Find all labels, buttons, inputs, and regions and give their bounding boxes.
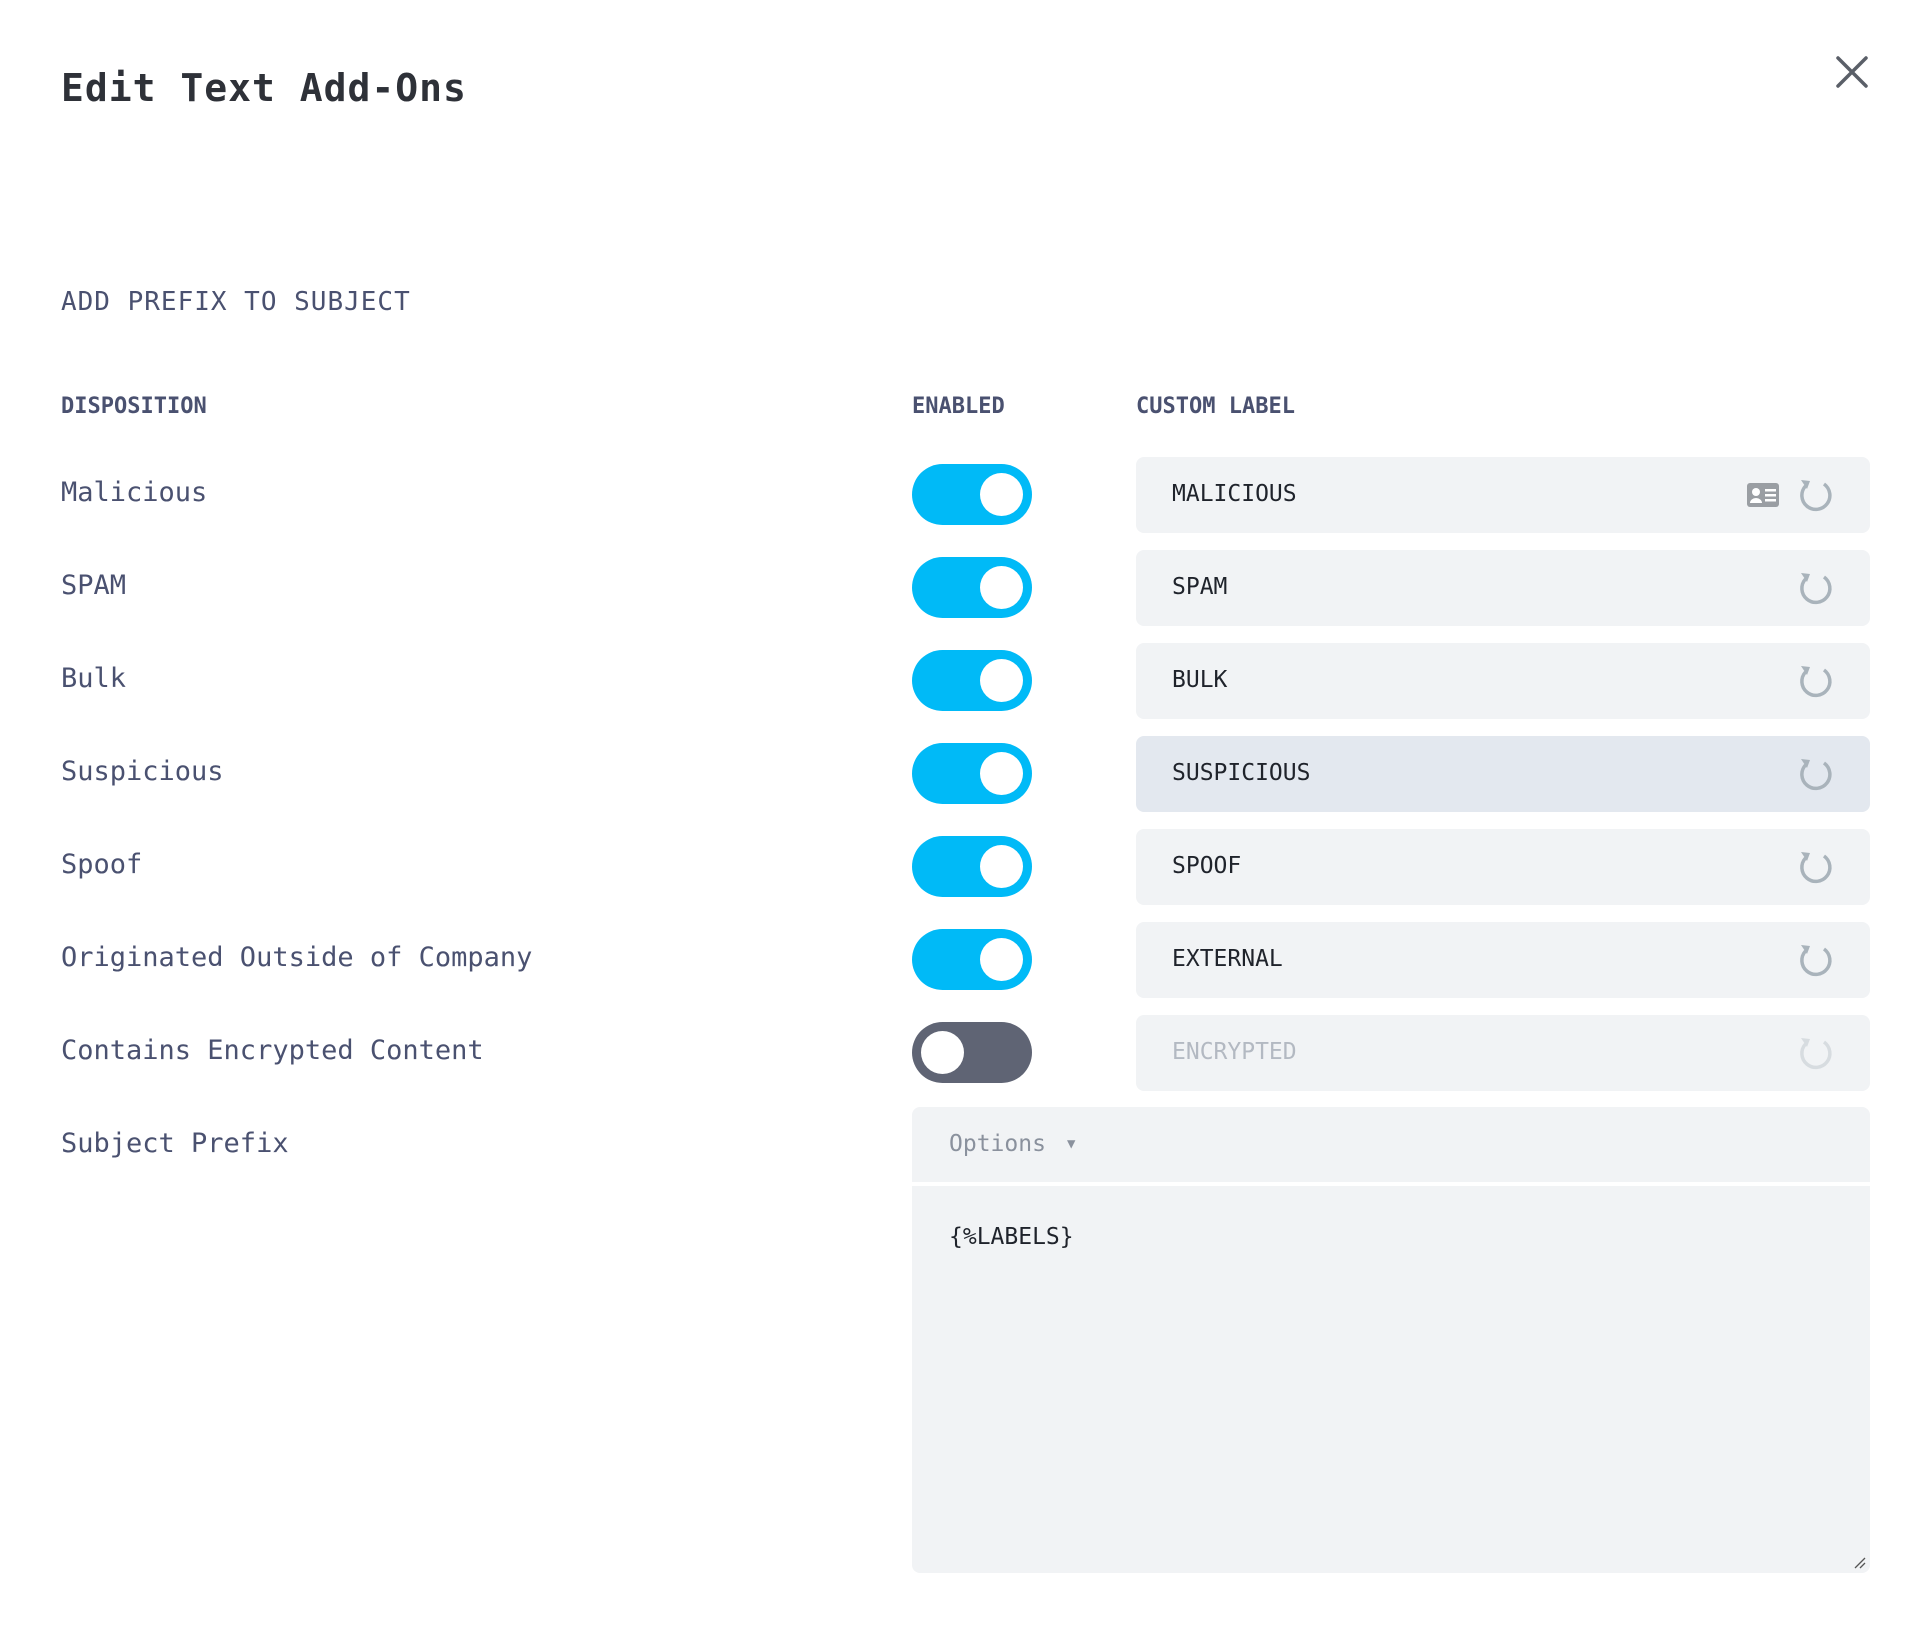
disposition-row: Originated Outside of Company EXTERNAL bbox=[0, 922, 1908, 998]
close-icon[interactable] bbox=[1834, 54, 1870, 90]
disposition-row: Suspicious SUSPICIOUS bbox=[0, 736, 1908, 812]
disposition-row: Malicious MALICIOUS bbox=[0, 457, 1908, 533]
disposition-row: SPAM SPAM bbox=[0, 550, 1908, 626]
reset-icon[interactable] bbox=[1794, 940, 1836, 982]
header-custom-label: CUSTOM LABEL bbox=[1136, 394, 1295, 419]
custom-label-input[interactable]: ENCRYPTED bbox=[1136, 1015, 1870, 1091]
reset-icon[interactable] bbox=[1794, 568, 1836, 610]
enabled-toggle[interactable] bbox=[912, 557, 1032, 618]
reset-icon[interactable] bbox=[1794, 847, 1836, 889]
custom-label-input[interactable]: MALICIOUS bbox=[1136, 457, 1870, 533]
enabled-toggle[interactable] bbox=[912, 464, 1032, 525]
toggle-knob bbox=[980, 659, 1023, 702]
enabled-toggle[interactable] bbox=[912, 836, 1032, 897]
disposition-label: Bulk bbox=[61, 663, 127, 694]
custom-label-input[interactable]: SPOOF bbox=[1136, 829, 1870, 905]
reset-icon[interactable] bbox=[1794, 754, 1836, 796]
custom-label-value: SPAM bbox=[1172, 574, 1228, 600]
disposition-label: Suspicious bbox=[61, 756, 224, 787]
caret-down-icon: ▼ bbox=[1067, 1136, 1076, 1152]
disposition-label: Contains Encrypted Content bbox=[61, 1035, 484, 1066]
custom-label-value: BULK bbox=[1172, 667, 1228, 693]
reset-icon[interactable] bbox=[1794, 475, 1836, 517]
disposition-row: Bulk BULK bbox=[0, 643, 1908, 719]
reset-icon[interactable] bbox=[1794, 661, 1836, 703]
disposition-label: Originated Outside of Company bbox=[61, 942, 533, 973]
enabled-toggle[interactable] bbox=[912, 929, 1032, 990]
custom-label-value: MALICIOUS bbox=[1172, 481, 1297, 507]
options-dropdown[interactable]: Options bbox=[949, 1131, 1046, 1157]
disposition-label: SPAM bbox=[61, 570, 127, 601]
custom-label-value: ENCRYPTED bbox=[1172, 1039, 1297, 1065]
subject-prefix-label: Subject Prefix bbox=[61, 1128, 289, 1159]
custom-label-input[interactable]: EXTERNAL bbox=[1136, 922, 1870, 998]
toggle-knob bbox=[921, 1031, 964, 1074]
custom-label-value: EXTERNAL bbox=[1172, 946, 1283, 972]
header-enabled: ENABLED bbox=[912, 394, 1005, 419]
toggle-knob bbox=[980, 566, 1023, 609]
enabled-toggle[interactable] bbox=[912, 650, 1032, 711]
header-disposition: DISPOSITION bbox=[61, 394, 207, 419]
resize-handle-icon[interactable] bbox=[1852, 1555, 1866, 1569]
enabled-toggle[interactable] bbox=[912, 1022, 1032, 1083]
custom-label-value: SPOOF bbox=[1172, 853, 1242, 879]
subject-prefix-textarea[interactable]: {%LABELS} bbox=[912, 1186, 1870, 1573]
disposition-label: Malicious bbox=[61, 477, 208, 508]
toggle-knob bbox=[980, 938, 1023, 981]
subject-prefix-value: {%LABELS} bbox=[949, 1224, 1074, 1250]
toggle-knob bbox=[980, 473, 1023, 516]
disposition-row: Contains Encrypted Content ENCRYPTED bbox=[0, 1015, 1908, 1091]
enabled-toggle[interactable] bbox=[912, 743, 1032, 804]
options-toolbar: Options ▼ bbox=[912, 1107, 1870, 1184]
disposition-row: Spoof SPOOF bbox=[0, 829, 1908, 905]
disposition-label: Spoof bbox=[61, 849, 143, 880]
section-title: ADD PREFIX TO SUBJECT bbox=[61, 287, 411, 317]
custom-label-input[interactable]: BULK bbox=[1136, 643, 1870, 719]
toggle-knob bbox=[980, 845, 1023, 888]
dialog-title: Edit Text Add-Ons bbox=[61, 66, 467, 110]
contact-card-icon[interactable] bbox=[1746, 482, 1780, 508]
custom-label-input[interactable]: SUSPICIOUS bbox=[1136, 736, 1870, 812]
custom-label-input[interactable]: SPAM bbox=[1136, 550, 1870, 626]
toggle-knob bbox=[980, 752, 1023, 795]
reset-icon[interactable] bbox=[1794, 1033, 1836, 1075]
custom-label-value: SUSPICIOUS bbox=[1172, 760, 1311, 786]
